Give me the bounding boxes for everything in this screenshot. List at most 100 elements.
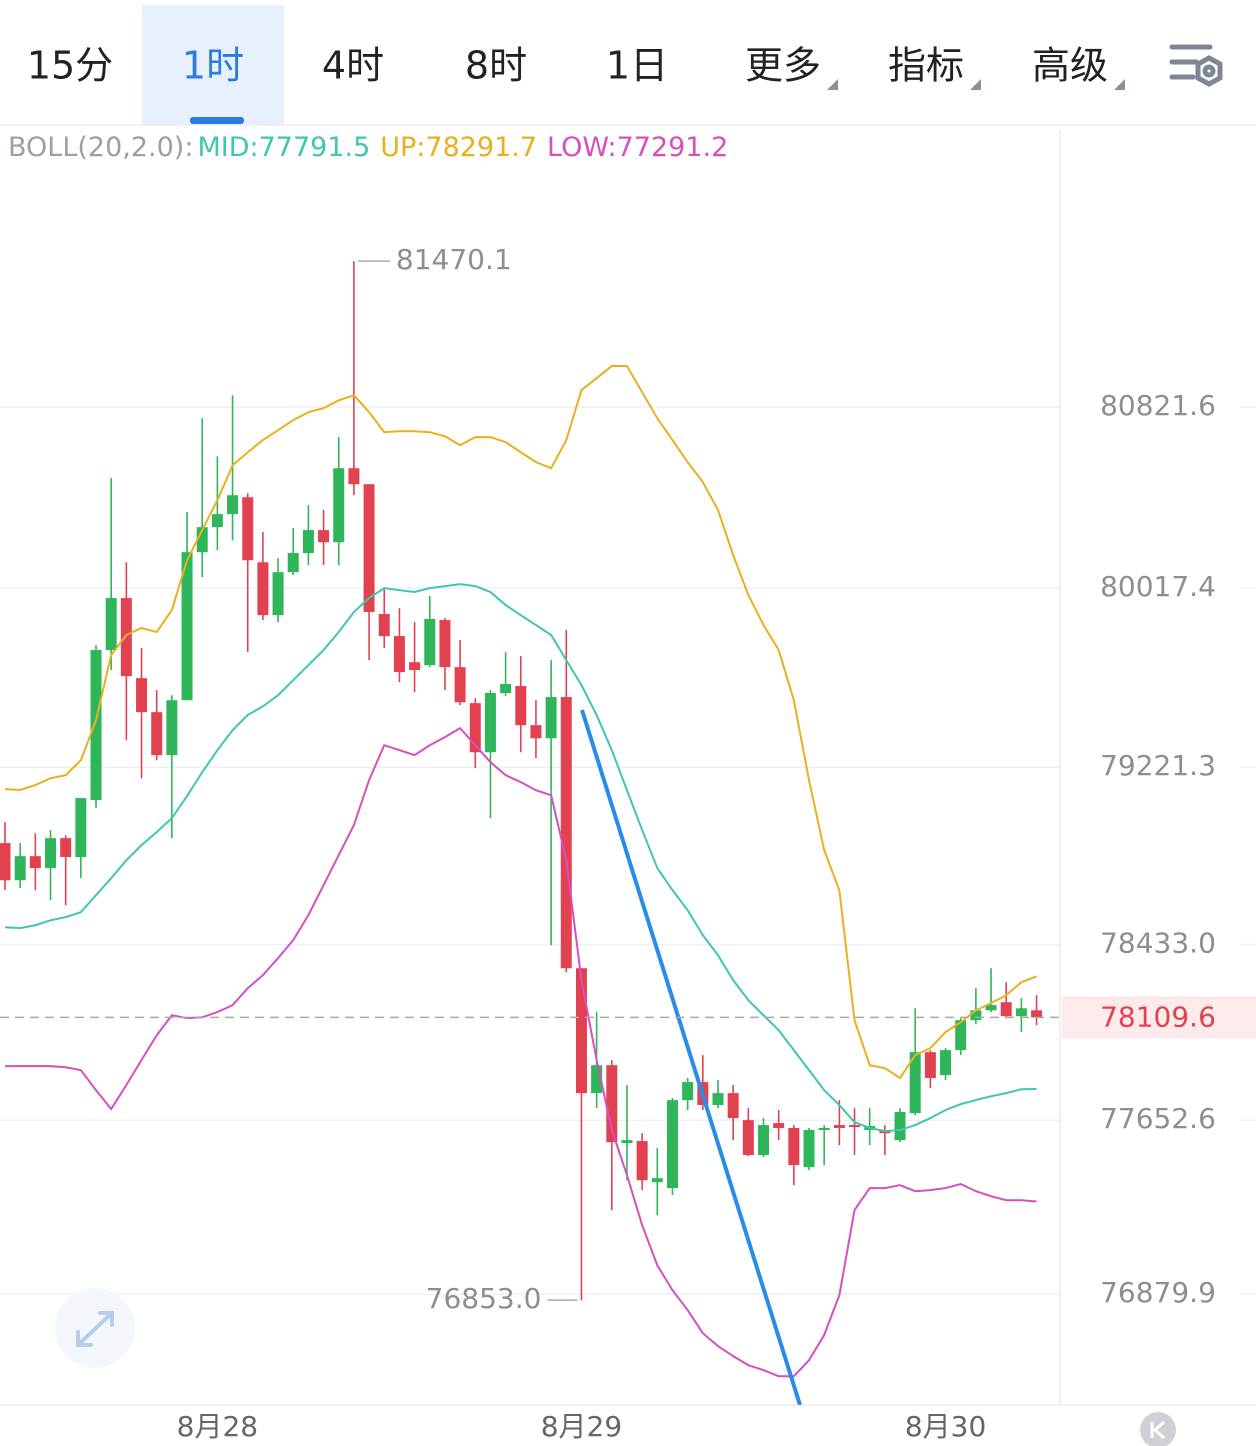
tab[interactable]: 指标 [888,44,982,91]
candle-body [378,614,390,637]
candle-body [909,1052,921,1114]
candle-body [333,468,345,543]
tab-label: 4时 [322,44,384,88]
dropdown-caret [1114,79,1126,90]
tab-label: 指标 [888,44,964,88]
annotation-label: 76853.0 [426,1282,542,1315]
candle-body [545,697,557,739]
candle-body [469,703,481,753]
candle-body [727,1093,739,1119]
candle-body [227,495,239,515]
candle-body [454,667,466,703]
x-tick-label: 8月28 [177,1410,258,1443]
y-tick-label: 79221.3 [1100,749,1216,782]
legend-name: MID: [197,132,258,163]
candle-body [484,693,496,753]
candle-body [439,620,451,668]
x-tick-label: 8月29 [541,1410,622,1443]
candle-body [530,725,542,739]
candle-body [257,562,269,616]
tab-label: 高级 [1032,44,1108,88]
legend-name: LOW: [547,132,617,163]
candle-body [90,650,102,801]
candle-body [120,598,132,677]
y-tick-label: 78433.0 [1100,927,1216,960]
candle-body [409,662,421,671]
tab[interactable]: 更多 [745,44,839,91]
tab-label: 更多 [745,44,821,88]
candle-body [833,1125,845,1128]
candle-body [818,1127,830,1131]
boll-line [5,726,1037,1378]
legend-value: 78291.7 [425,132,537,163]
y-tick-label: 80821.6 [1100,389,1216,422]
candle-body [621,1140,633,1144]
candle-body [985,1005,997,1011]
candle-body [1000,1002,1012,1017]
candle-body [712,1093,724,1106]
candle-body [45,838,57,869]
candle-body [1015,1008,1027,1017]
candle-body [560,697,572,969]
annotation-label: 81470.1 [396,243,512,276]
tab[interactable]: 8时 [465,44,527,88]
candle-body [515,686,527,726]
boll-line [4,365,1037,1080]
candle-body [924,1052,936,1079]
candle-body [955,1020,967,1051]
tab[interactable]: 高级 [1032,44,1126,91]
tab[interactable]: 4时 [322,44,384,88]
expand-button[interactable] [55,1288,135,1368]
y-tick-label: 80017.4 [1100,570,1216,603]
candle-body [682,1082,694,1101]
candle-body [287,553,299,573]
plot-area [0,261,1043,1405]
candle-body [393,636,405,673]
scroll-latest-button[interactable] [1140,1412,1176,1446]
candle-body [651,1178,663,1183]
tab-label: 1日 [606,44,668,88]
tab-label: 15分 [27,44,113,88]
candle-body [636,1141,648,1181]
tab[interactable]: 15分 [27,44,113,88]
candle-body [181,552,193,701]
y-tick-label: 77652.6 [1100,1102,1216,1135]
dropdown-caret [827,79,839,90]
candle-body [105,598,117,651]
tab-highlight [142,5,284,125]
last-price-tag [1062,996,1256,1039]
candle-body [666,1100,678,1189]
candle-body [211,514,223,528]
candle-body [363,484,375,613]
dropdown-caret [970,79,982,90]
candle-body [75,798,87,858]
grid [0,406,1060,1295]
indicator-name: BOLL(20,2.0): [8,132,193,163]
candle-body [742,1120,754,1155]
boll-line [4,583,1037,1133]
tab[interactable]: 1日 [606,44,668,88]
candle-body [606,1065,618,1143]
candle-body [136,678,148,713]
candle-body [0,843,11,881]
tab[interactable]: 1时 [142,5,284,125]
indicator-legend: BOLL(20,2.0): MID:77791.5 UP:78291.7 LOW:77… [8,132,728,163]
candle-body [758,1125,769,1155]
legend-name: UP: [380,132,425,163]
candle-body [424,618,436,666]
candle-body [940,1050,952,1076]
settings-icon[interactable] [1169,44,1223,87]
candle-body [151,712,163,756]
y-tick-label: 76879.9 [1100,1276,1216,1309]
tab-label: 1时 [182,44,244,88]
candle-body [196,527,208,553]
candle-body [773,1123,785,1128]
candle-body [272,572,284,616]
candle-body [591,1065,603,1094]
candle-body [302,530,314,554]
x-tick-label: 8月30 [905,1410,986,1443]
tab-label: 8时 [465,44,527,88]
trend-drawing [580,709,802,1405]
